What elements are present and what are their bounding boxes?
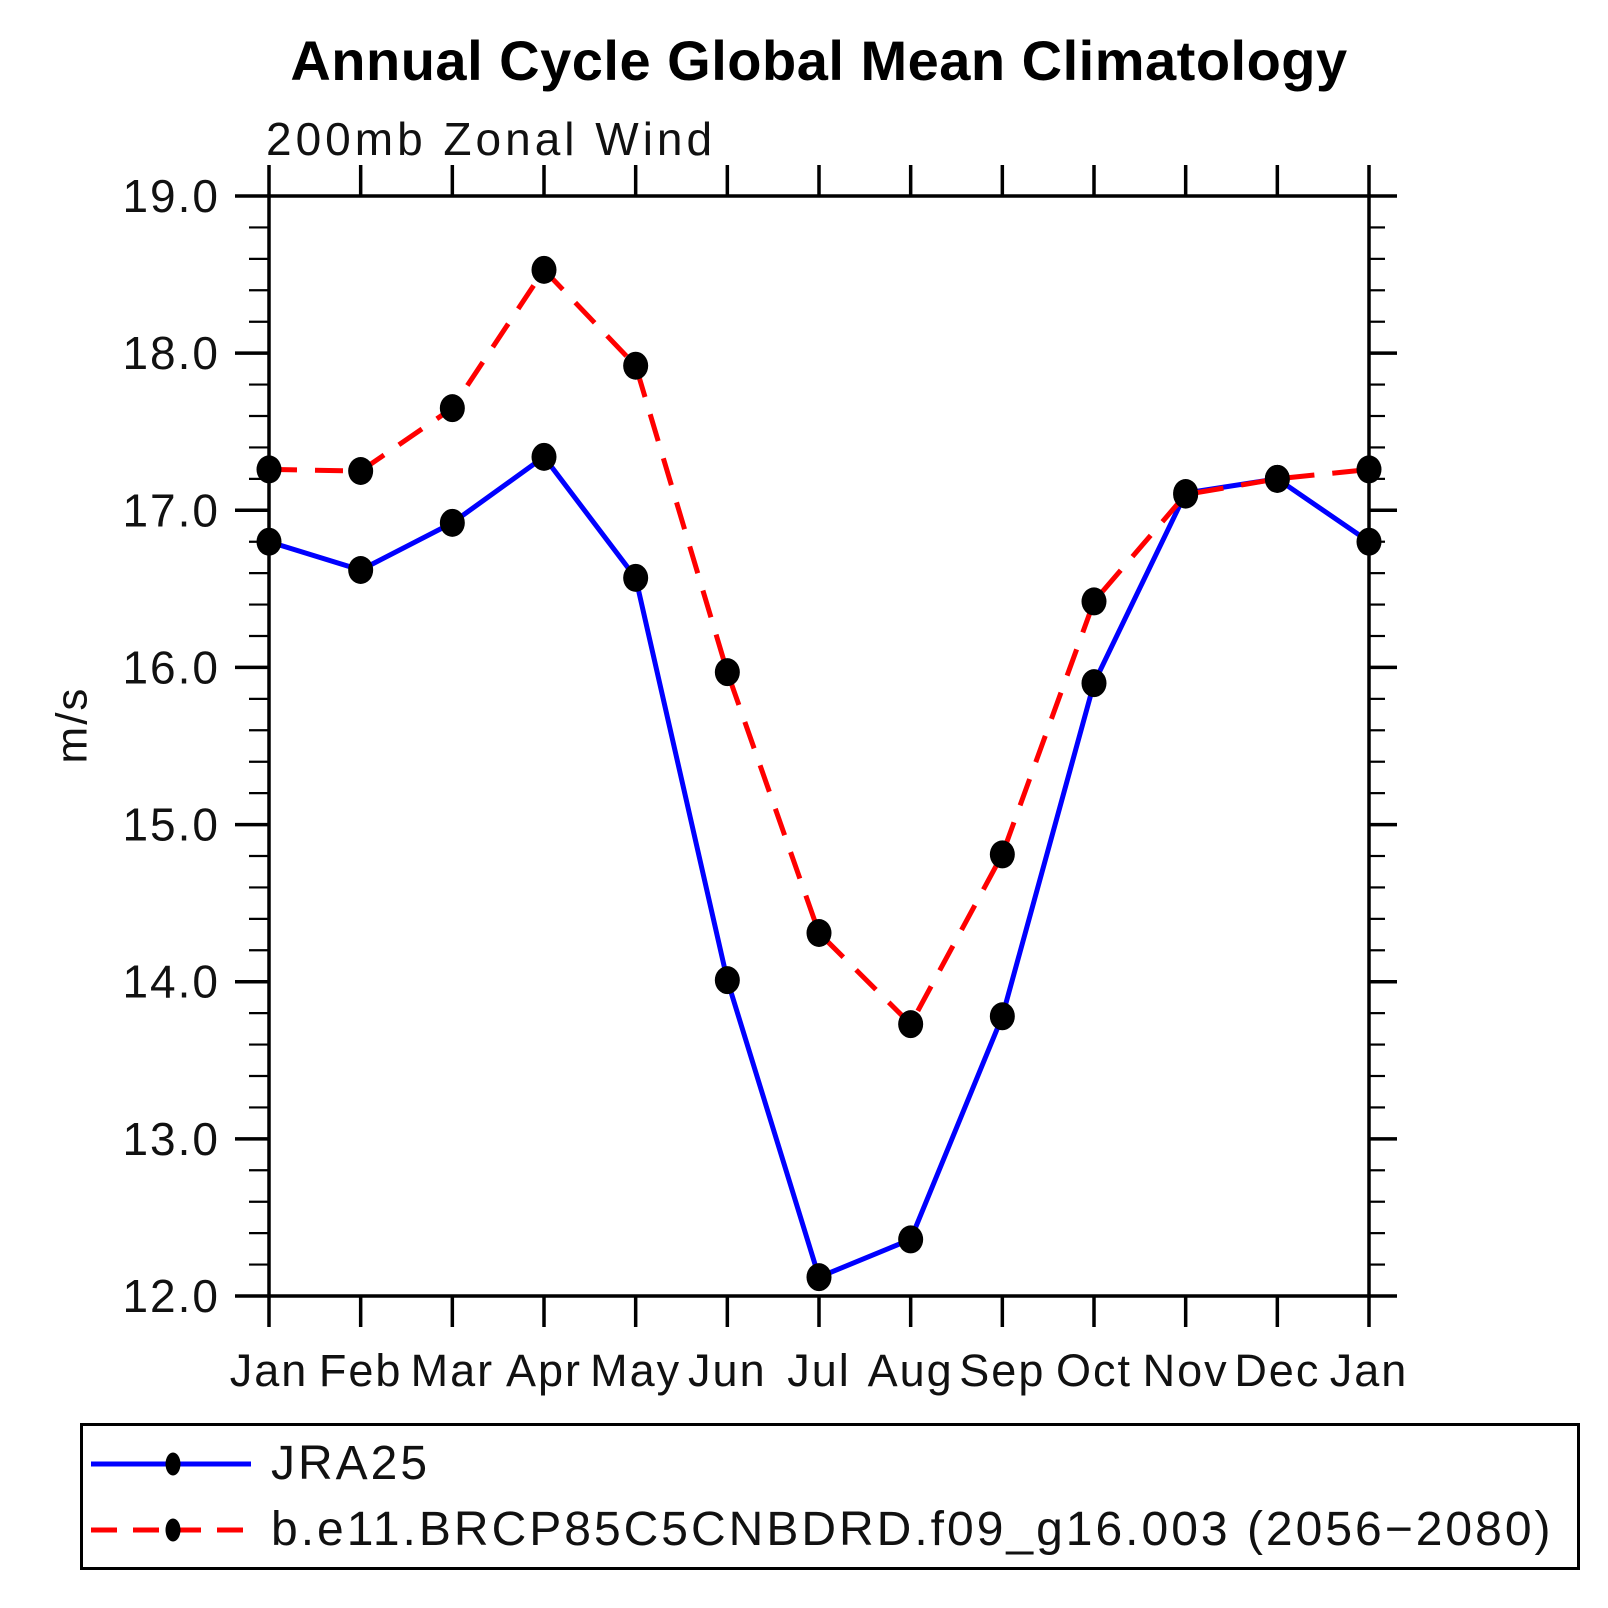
data-point-marker [1264,464,1290,493]
legend-key-jra25 [91,1452,251,1475]
y-tick-label: 16.0 [122,641,220,693]
legend-key-model [91,1518,251,1541]
data-point-marker [623,351,649,380]
data-point-marker [348,556,374,584]
data-point-marker [256,527,282,556]
legend-marker [165,1518,181,1541]
y-axis: 12.0 13.0 14.0 15.0 16.0 17.0 18.0 19.0 [122,170,1397,1322]
data-point-marker [531,255,557,284]
y-tick-label: 12.0 [122,1270,220,1322]
data-point-marker [1356,527,1382,556]
x-tick-label: Sep [959,1345,1045,1396]
legend-label-jra25: JRA25 [271,1437,431,1490]
x-tick-label: Jan [230,1345,309,1396]
x-tick-label: Dec [1234,1345,1320,1396]
data-point-marker [1081,587,1107,616]
y-tick-label: 15.0 [122,799,220,851]
chart-subtitle: 200mb Zonal Wind [266,113,717,165]
chart-title: Annual Cycle Global Mean Climatology [290,29,1348,92]
data-point-marker [439,508,465,537]
legend-marker [165,1452,181,1475]
data-point-marker [1173,480,1199,509]
data-point-marker [989,1002,1015,1031]
x-tick-label: Aug [868,1345,954,1396]
legend-item-model: b.e11.BRCP85C5CNBDRD.f09_g16.003 (2056−2… [83,1497,1577,1563]
data-point-marker [1356,455,1382,484]
data-point-marker [898,1225,924,1254]
series-line [268,265,1370,1029]
x-tick-label: Feb [319,1345,403,1396]
series-model [256,255,1382,1039]
legend-label-model: b.e11.BRCP85C5CNBDRD.f09_g16.003 (2056−2… [271,1503,1554,1556]
plot-frame [267,194,1371,1298]
data-point-marker [806,919,832,947]
x-tick-label: Jul [787,1345,851,1396]
data-point-marker [348,457,374,485]
data-point-marker [439,394,465,423]
x-tick-label: Apr [506,1345,582,1396]
data-point-marker [714,658,740,687]
data-point-marker [623,563,649,592]
x-tick-label: Jan [1330,1345,1409,1396]
series-jra25 [256,442,1382,1292]
series-line [268,453,1371,1281]
data-point-marker [806,1263,832,1292]
y-tick-label: 13.0 [122,1113,220,1165]
x-tick-label: Jun [688,1345,767,1396]
data-point-marker [256,455,282,484]
legend-item-jra25: JRA25 [83,1431,1577,1497]
y-tick-label: 19.0 [122,170,220,222]
y-tick-label: 17.0 [122,484,220,536]
data-point-marker [989,840,1015,869]
x-tick-label: Oct [1056,1345,1132,1396]
x-tick-label: Nov [1143,1345,1229,1396]
x-tick-label: Mar [411,1345,495,1396]
data-point-marker [1081,669,1107,698]
data-point-marker [898,1010,924,1039]
y-tick-label: 14.0 [122,956,220,1008]
legend-box: JRA25 b.e11.BRCP85C5CNBDRD.f09_g16.003 (… [80,1423,1580,1570]
data-point-marker [714,966,740,995]
x-tick-label: May [590,1345,681,1396]
data-point-marker [531,442,557,471]
y-tick-label: 18.0 [122,327,220,379]
x-axis: Jan Feb Mar Apr May Jun Jul Aug Sep Oct Nov Dec Jan [230,165,1409,1396]
